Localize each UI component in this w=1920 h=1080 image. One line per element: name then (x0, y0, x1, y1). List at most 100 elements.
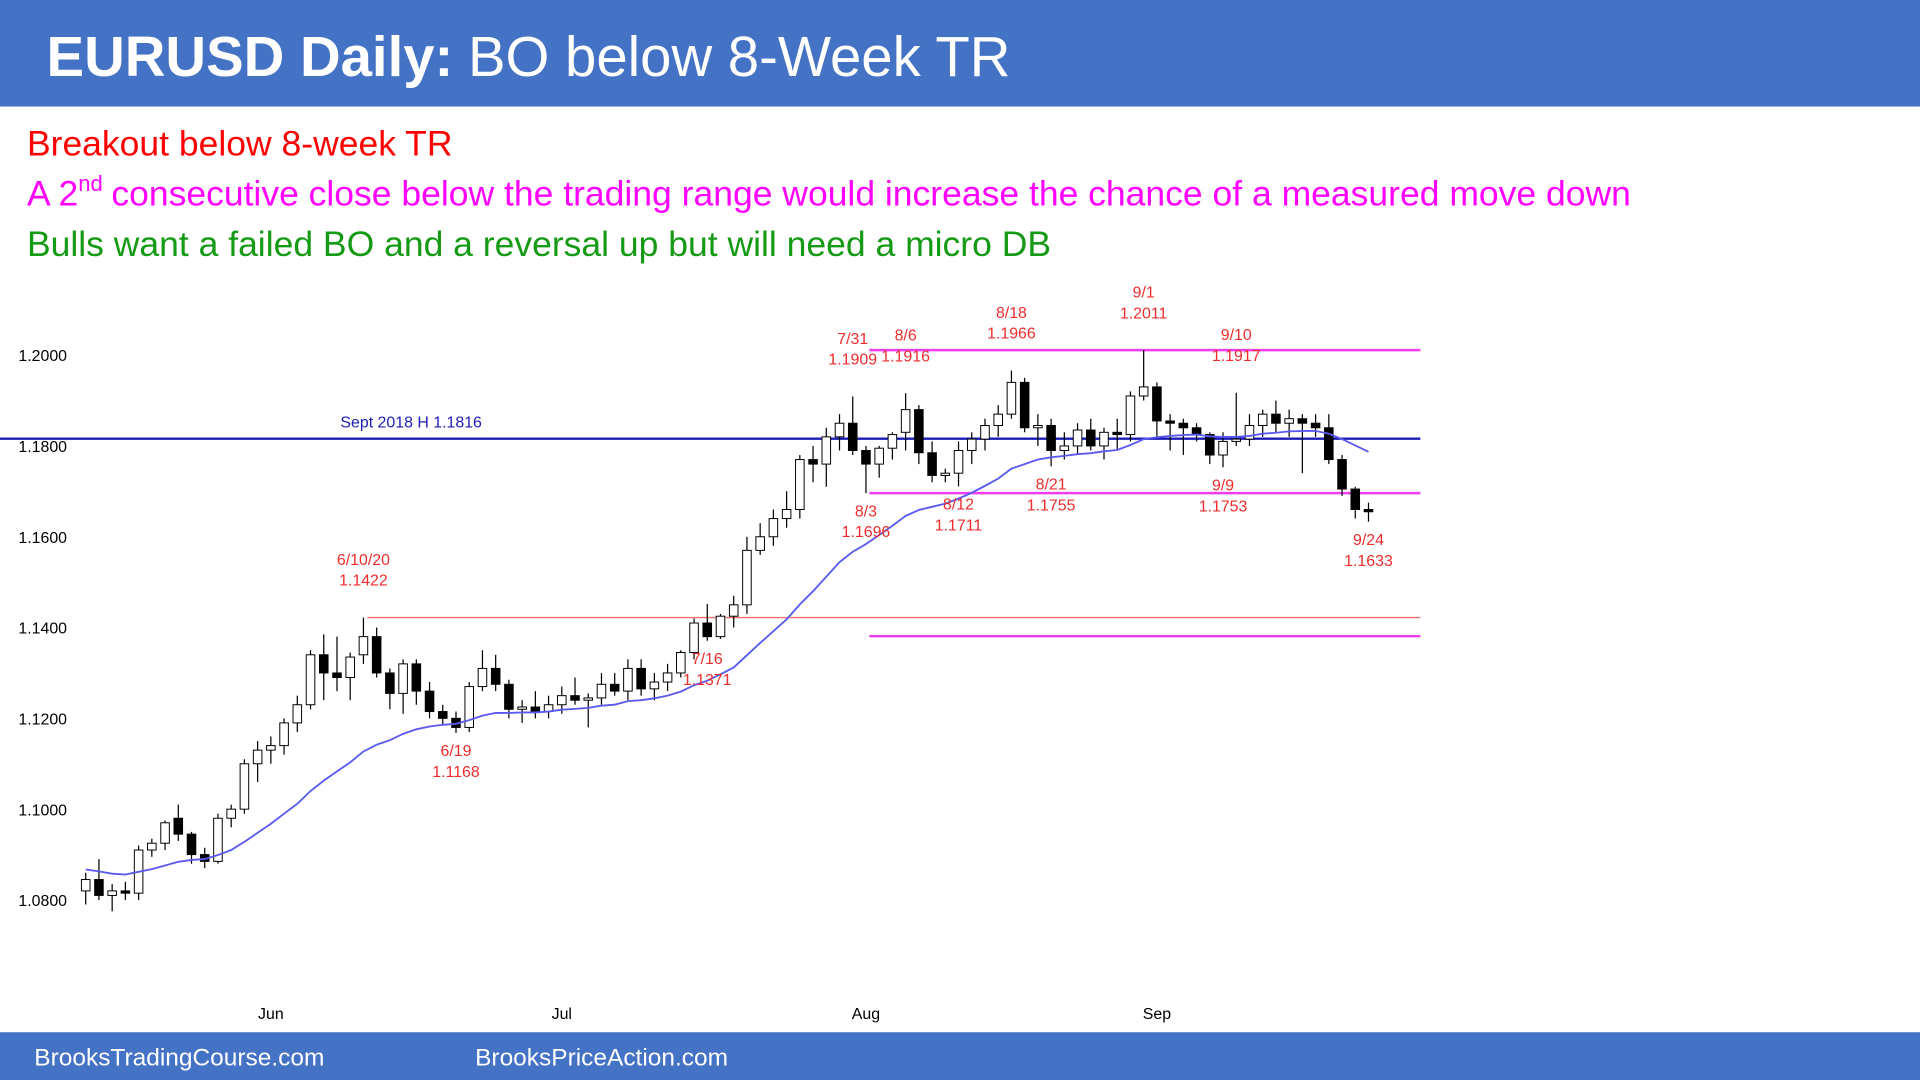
candle-body (147, 842, 157, 851)
candle-body (186, 833, 197, 856)
candle-body (332, 672, 342, 678)
title-bold: EURUSD Daily: (47, 25, 454, 88)
annotation-value: 1.1755 (1027, 497, 1076, 514)
y-tick-label: 1.1400 (18, 621, 67, 638)
candle-body (1019, 381, 1030, 429)
annotation-date: 9/10 (1221, 327, 1252, 344)
annotation-date: 8/12 (943, 497, 974, 514)
candle-body (477, 667, 488, 688)
candle-body (1033, 425, 1043, 429)
candle-body (570, 695, 580, 701)
ema-line (85, 429, 1369, 876)
candle-body (1152, 386, 1162, 422)
candle-body (517, 706, 527, 710)
candle-body (755, 536, 765, 551)
candle-body (808, 459, 818, 465)
annotation-value: 1.1168 (432, 764, 480, 781)
y-tick-label: 1.1200 (18, 711, 67, 728)
candle-body (120, 890, 131, 894)
candle-body (1138, 386, 1149, 397)
candle-body (768, 518, 779, 538)
candle-body (887, 434, 898, 449)
candle-body (107, 890, 117, 896)
candle-body (266, 745, 276, 751)
candle-body (649, 681, 660, 690)
candle-body (874, 447, 884, 465)
annotation-value: 1.1909 (828, 352, 877, 369)
candle-body (821, 436, 832, 465)
candle-body (609, 683, 620, 692)
annotation-date: 8/3 (855, 503, 877, 520)
candle-body (385, 672, 395, 694)
candle-body (1059, 445, 1070, 451)
candle-body (358, 636, 369, 656)
candle-body (530, 706, 541, 713)
candle-body (1046, 425, 1056, 451)
candle-body (160, 822, 170, 844)
candle-body (490, 667, 501, 685)
annotation-date: 7/16 (692, 651, 723, 668)
candle-body (94, 879, 104, 896)
annotation-value: 1.1711 (935, 517, 983, 534)
candle-body (1324, 427, 1334, 461)
candle-body (1337, 459, 1347, 490)
candle-body (940, 472, 951, 476)
candle-body (728, 604, 739, 617)
candle-body (623, 667, 633, 692)
annotation-date: 6/10/20 (337, 552, 390, 569)
candle-body (715, 615, 726, 638)
x-tick-label: Sep (1143, 1006, 1171, 1023)
candle-body (279, 722, 289, 747)
annotation-value: 1.1371 (683, 672, 732, 689)
candle-body (689, 622, 699, 654)
note-line: Breakout below 8-week TR (27, 124, 453, 164)
level-label: Sept 2018 H 1.1816 (340, 415, 482, 432)
candle-body (1244, 425, 1255, 440)
note-line: A 2nd consecutive close below the trading… (27, 171, 1631, 214)
candle-body (847, 422, 858, 451)
footer-link: BrooksTradingCourse.com (34, 1044, 324, 1071)
candle-body (424, 690, 435, 713)
candle-body (795, 459, 805, 510)
candle-body (1350, 488, 1361, 510)
candle-body (1085, 429, 1096, 447)
note-part: consecutive close below the trading rang… (111, 174, 1631, 214)
x-tick-label: Jul (552, 1006, 572, 1023)
candle-body (742, 549, 752, 606)
annotation-value: 1.2011 (1120, 305, 1168, 322)
annotation-date: 7/31 (837, 331, 868, 348)
y-tick-label: 1.1600 (18, 530, 67, 547)
candle-body (676, 652, 686, 674)
y-tick-label: 1.2000 (18, 348, 67, 365)
header-band (0, 0, 1920, 107)
candle-body (1112, 431, 1123, 436)
candle-body (1231, 438, 1242, 442)
slide-title: EURUSD Daily: BO below 8-Week TR (47, 25, 1011, 88)
candle-body (702, 622, 713, 638)
candle-body (1165, 420, 1175, 424)
x-tick-label: Jun (258, 1006, 284, 1023)
candle-body (900, 409, 911, 433)
candle-body (411, 663, 422, 692)
candle-body (861, 449, 871, 465)
y-tick-label: 1.1000 (18, 802, 67, 819)
candle-body (557, 695, 567, 706)
footer-band (0, 1032, 1920, 1080)
title-rest: BO below 8-Week TR (468, 25, 1010, 88)
candle-body (1205, 434, 1215, 456)
annotation-date: 8/18 (996, 305, 1027, 322)
candle-body (173, 817, 184, 835)
note-part: A 2 (27, 174, 78, 214)
candle-body (781, 509, 792, 520)
candle-body (1178, 422, 1189, 429)
annotation-value: 1.1753 (1199, 498, 1248, 515)
candle-body (834, 422, 845, 438)
candle-body (464, 686, 475, 728)
candle-body (213, 817, 223, 862)
candle-body (1363, 509, 1374, 513)
candle-body (662, 672, 673, 683)
annotation-date: 6/19 (441, 743, 472, 760)
annotation-date: 8/21 (1036, 477, 1067, 494)
